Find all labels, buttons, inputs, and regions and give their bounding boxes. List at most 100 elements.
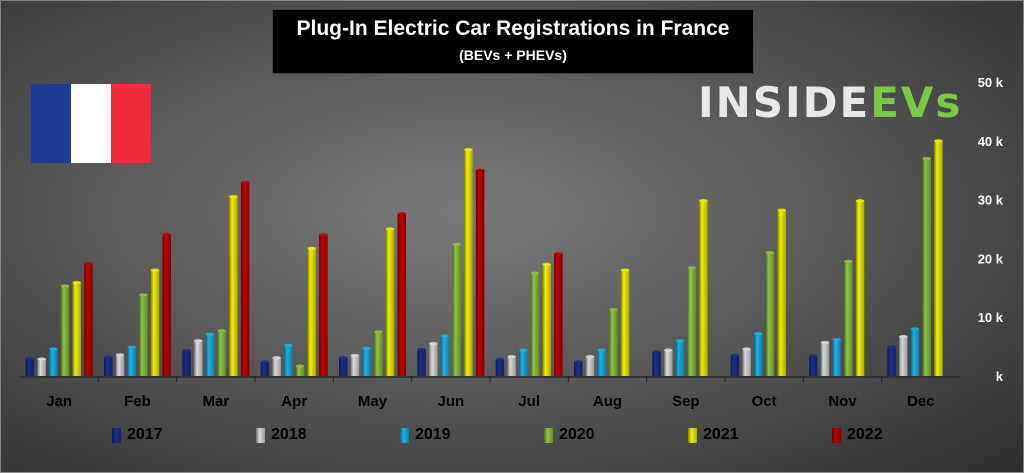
legend-swatch bbox=[544, 427, 553, 443]
bar-cap-2021-jan bbox=[72, 280, 81, 285]
logo-text-inside: INSIDE bbox=[698, 78, 871, 127]
bar-2021-jan: 2021 Jan: 15900 bbox=[72, 282, 81, 376]
bar-cap-2020-dec bbox=[922, 156, 931, 161]
bar-cap-2020-jun bbox=[452, 242, 461, 246]
bar-2020-oct: 2020 Oct: 21000 bbox=[765, 252, 775, 376]
bar-cap-2017-oct bbox=[730, 353, 740, 358]
bar-cap-2019-sep bbox=[675, 339, 685, 343]
bar-2017-dec: 2017 Dec: 5000 bbox=[887, 346, 896, 376]
bar-2020-jan: 2020 Jan: 15300 bbox=[60, 286, 70, 376]
bar-2019-may: 2019 May: 4700 bbox=[362, 348, 371, 376]
bar-2022-apr: 2022 Apr: 24000 bbox=[319, 234, 328, 376]
bar-cap-2020-apr bbox=[295, 364, 305, 368]
bar-cap-2017-jul bbox=[495, 357, 505, 362]
legend-label: 2020 bbox=[559, 426, 595, 443]
y-tick-label: 10 k bbox=[978, 310, 1004, 325]
bar-cap-2018-may bbox=[350, 353, 360, 358]
bar-cap-2019-aug bbox=[597, 348, 606, 352]
flag-stripe-red bbox=[111, 84, 151, 163]
bar-2022-mar: 2022 Mar: 32900 bbox=[240, 182, 250, 376]
bar-2022-feb: 2022 Feb: 24100 bbox=[162, 234, 171, 376]
bar-cap-2019-dec bbox=[910, 327, 920, 331]
bar-2017-jul: 2017 Jul: 2800 bbox=[495, 359, 505, 376]
bar-cap-2017-feb bbox=[104, 355, 113, 359]
bar-2017-feb: 2017 Feb: 3200 bbox=[104, 357, 113, 376]
bar-2017-aug: 2017 Aug: 2400 bbox=[574, 361, 583, 376]
bar-2018-dec: 2018 Dec: 6700 bbox=[899, 336, 908, 376]
legend-label: 2019 bbox=[415, 426, 451, 443]
bar-cap-2017-dec bbox=[887, 345, 896, 349]
x-tick-label-oct: Oct bbox=[752, 393, 777, 410]
bar-cap-2022-jul bbox=[554, 252, 563, 256]
chart-title-box: Plug-In Electric Car Registrations in Fr… bbox=[272, 9, 754, 74]
x-tick-label-sep: Sep bbox=[672, 393, 700, 410]
bar-cap-2021-mar bbox=[229, 195, 238, 199]
bar-cap-2022-feb bbox=[162, 232, 171, 236]
bar-2021-aug: 2021 Aug: 18000 bbox=[620, 270, 630, 376]
bar-2021-apr: 2021 Apr: 21700 bbox=[307, 248, 316, 376]
y-tick-label: 30 k bbox=[978, 193, 1004, 208]
bar-2019-sep: 2019 Sep: 6000 bbox=[675, 340, 685, 376]
bar-2018-apr: 2018 Apr: 3100 bbox=[272, 357, 281, 376]
legend-item-2019: 2019 bbox=[400, 426, 544, 444]
bar-2019-jul: 2019 Jul: 4400 bbox=[519, 350, 528, 376]
flag-stripe-blue bbox=[31, 84, 71, 163]
bar-2021-dec: 2021 Dec: 40000 bbox=[934, 140, 943, 376]
bar-2018-jun: 2018 Jun: 5500 bbox=[429, 343, 438, 376]
bar-2018-jul: 2018 Jul: 3300 bbox=[507, 356, 516, 376]
bar-cap-2020-nov bbox=[844, 259, 853, 263]
bar-2022-jun: 2022 Jun: 35000 bbox=[475, 170, 485, 376]
bar-cap-2021-jul bbox=[542, 262, 551, 266]
bar-2021-jun: 2021 Jun: 38500 bbox=[464, 149, 473, 376]
chart-legend: 2017 2018 2019 2020 2021 2022 bbox=[112, 426, 976, 444]
bar-cap-2019-may bbox=[362, 346, 371, 350]
bar-cap-2019-feb bbox=[127, 345, 136, 349]
x-tick-label-may: May bbox=[358, 393, 388, 410]
bar-cap-2021-dec bbox=[934, 139, 943, 143]
bar-cap-2018-sep bbox=[664, 348, 673, 352]
bar-cap-2020-mar bbox=[217, 329, 226, 333]
legend-swatch bbox=[256, 427, 265, 443]
bar-cap-2017-jan bbox=[25, 356, 35, 360]
legend-item-2020: 2020 bbox=[544, 426, 688, 444]
bar-cap-2018-feb bbox=[115, 353, 125, 357]
bar-cap-2021-apr bbox=[307, 246, 316, 251]
bar-cap-2018-jul bbox=[507, 354, 516, 359]
bar-2017-oct: 2017 Oct: 3500 bbox=[730, 355, 740, 376]
flag-stripe-white bbox=[71, 84, 111, 163]
bar-2017-apr: 2017 Apr: 2400 bbox=[260, 361, 270, 376]
bar-2020-jul: 2020 Jul: 17500 bbox=[530, 273, 540, 376]
bar-cap-2022-may bbox=[397, 212, 406, 216]
bar-cap-2018-aug bbox=[585, 354, 595, 359]
bar-cap-2017-aug bbox=[574, 360, 583, 364]
bar-2019-apr: 2019 Apr: 5200 bbox=[284, 345, 293, 376]
bar-2020-jun: 2020 Jun: 22400 bbox=[452, 244, 461, 376]
chart-title: Plug-In Electric Car Registrations in Fr… bbox=[296, 17, 730, 40]
x-tick-label-jul: Jul bbox=[518, 393, 540, 410]
bar-cap-2019-apr bbox=[284, 343, 293, 348]
bar-cap-2020-jul bbox=[530, 271, 540, 275]
legend-item-2021: 2021 bbox=[688, 426, 832, 444]
bar-2018-feb: 2018 Feb: 3600 bbox=[115, 354, 125, 376]
bar-cap-2019-jan bbox=[49, 347, 58, 351]
bar-2018-oct: 2018 Oct: 4600 bbox=[742, 348, 751, 376]
bar-cap-2017-jun bbox=[417, 347, 426, 352]
bar-cap-2017-apr bbox=[260, 360, 270, 364]
bar-2018-may: 2018 May: 3500 bbox=[350, 355, 360, 376]
bar-cap-2018-nov bbox=[820, 340, 830, 345]
bar-2020-aug: 2020 Aug: 11300 bbox=[609, 309, 618, 376]
bar-2018-nov: 2018 Nov: 5700 bbox=[820, 342, 830, 376]
bar-cap-2020-aug bbox=[609, 307, 618, 312]
bar-2021-jul: 2021 Jul: 19000 bbox=[542, 264, 551, 376]
bar-2022-jan: 2022 Jan: 19100 bbox=[84, 263, 93, 376]
bar-cap-2018-apr bbox=[272, 356, 281, 360]
bar-2019-feb: 2019 Feb: 4900 bbox=[127, 347, 136, 376]
bar-cap-2020-sep bbox=[687, 266, 696, 270]
x-tick-label-feb: Feb bbox=[124, 393, 151, 410]
bar-cap-2022-apr bbox=[319, 233, 328, 237]
bar-2017-jan: 2017 Jan: 3000 bbox=[25, 358, 35, 376]
bar-2020-may: 2020 May: 7500 bbox=[374, 331, 383, 376]
bar-2020-dec: 2020 Dec: 37000 bbox=[922, 158, 931, 376]
bar-cap-2018-dec bbox=[899, 335, 908, 339]
